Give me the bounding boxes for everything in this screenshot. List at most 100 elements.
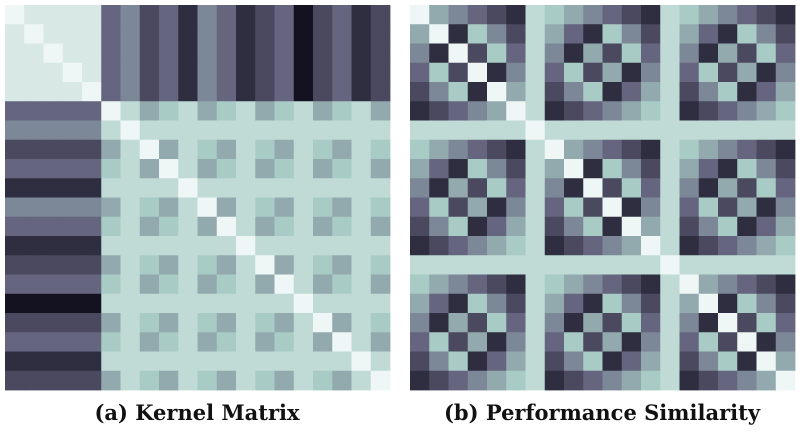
heatmap-cell [159,101,179,121]
heatmap-cell [410,255,430,275]
heatmap-cell [737,120,757,141]
heatmap-cell [139,24,160,44]
heatmap-cell [5,62,25,83]
heatmap-cell [82,5,102,25]
heatmap-cell [429,24,449,44]
heatmap-cell [236,255,256,275]
heatmap-cell [159,43,179,64]
heatmap-cell [660,178,680,198]
heatmap-cell [332,216,352,237]
heatmap-cell [602,139,623,160]
heatmap-cell [178,24,198,44]
heatmap-cell [293,120,314,141]
heatmap-cell [313,139,333,160]
heatmap-cell [698,62,719,83]
heatmap-cell [583,351,603,372]
heatmap-cell [679,139,700,160]
heatmap-cell [564,120,584,141]
heatmap-cell [487,82,507,102]
heatmap-cell [43,351,64,372]
heatmap-cell [101,101,121,121]
heatmap-cell [82,120,102,141]
heatmap-cell [178,313,198,333]
heatmap-cell [621,178,642,198]
heatmap-cell [718,159,738,179]
heatmap-cell [583,313,603,333]
heatmap-cell [293,216,314,237]
heatmap-cell [293,313,314,333]
heatmap-cell [544,139,565,160]
heatmap-cell [698,351,719,372]
heatmap-cell [775,178,796,198]
heatmap-cell [679,332,700,352]
heatmap-cell [641,236,661,256]
heatmap-cell [351,159,372,179]
heatmap-cell [487,101,507,121]
heatmap-cell [602,197,623,218]
heatmap-cell [313,370,333,391]
heatmap-cell [370,351,391,372]
heatmap-cell [429,139,449,160]
heatmap-cell [370,139,391,160]
heatmap-cell [24,159,44,179]
heatmap-cell [5,120,25,141]
heatmap-cell [583,120,603,141]
heatmap-cell [236,351,256,372]
heatmap-cell [274,139,295,160]
heatmap-cell [660,313,680,333]
heatmap-cell [718,197,738,218]
heatmap-cell [602,101,623,121]
heatmap-cell [216,216,237,237]
heatmap-cell [5,5,25,25]
heatmap-cell [487,43,507,64]
heatmap-cell [101,236,121,256]
heatmap-cell [178,332,198,352]
heatmap-cell [120,101,141,121]
heatmap-cell [62,139,83,160]
heatmap-cell [313,120,333,141]
heatmap-cell [641,120,661,141]
heatmap-cell [159,24,179,44]
heatmap-cell [429,274,449,295]
heatmap-cell [621,120,642,141]
heatmap-cell [120,351,141,372]
heatmap-cell [255,236,275,256]
heatmap-cell [487,236,507,256]
heatmap-cell [197,255,218,275]
heatmap-cell [506,197,526,218]
heatmap-cell [332,370,352,391]
heatmap-cell [506,82,526,102]
heatmap-cell [236,24,256,44]
heatmap-cell [621,255,642,275]
heatmap-cell [216,274,237,295]
heatmap-cell [429,255,449,275]
heatmap-cell [775,197,796,218]
heatmap-cell [101,178,121,198]
heatmap-cell [467,120,488,141]
heatmap-cell [506,5,526,25]
heatmap-cell [255,82,275,102]
heatmap-cell [236,101,256,121]
heatmap-cell [429,62,449,83]
heatmap-cell [679,159,700,179]
heatmap-cell [410,332,430,352]
heatmap-cell [332,43,352,64]
heatmap-cell [544,370,565,391]
heatmap-cell [660,293,680,314]
heatmap-cell [24,197,44,218]
heatmap-cell [24,332,44,352]
heatmap-cell [679,351,700,372]
heatmap-cell [698,216,719,237]
heatmap-cell [410,197,430,218]
heatmap-cell [197,197,218,218]
heatmap-cell [448,101,469,121]
heatmap-cell [274,236,295,256]
heatmap-cell [370,101,391,121]
heatmap-cell [487,24,507,44]
heatmap-cell [120,62,141,83]
heatmap-cell [82,43,102,64]
heatmap-cell [216,139,237,160]
heatmap-cell [621,313,642,333]
heatmap-cell [216,159,237,179]
heatmap-cell [370,236,391,256]
